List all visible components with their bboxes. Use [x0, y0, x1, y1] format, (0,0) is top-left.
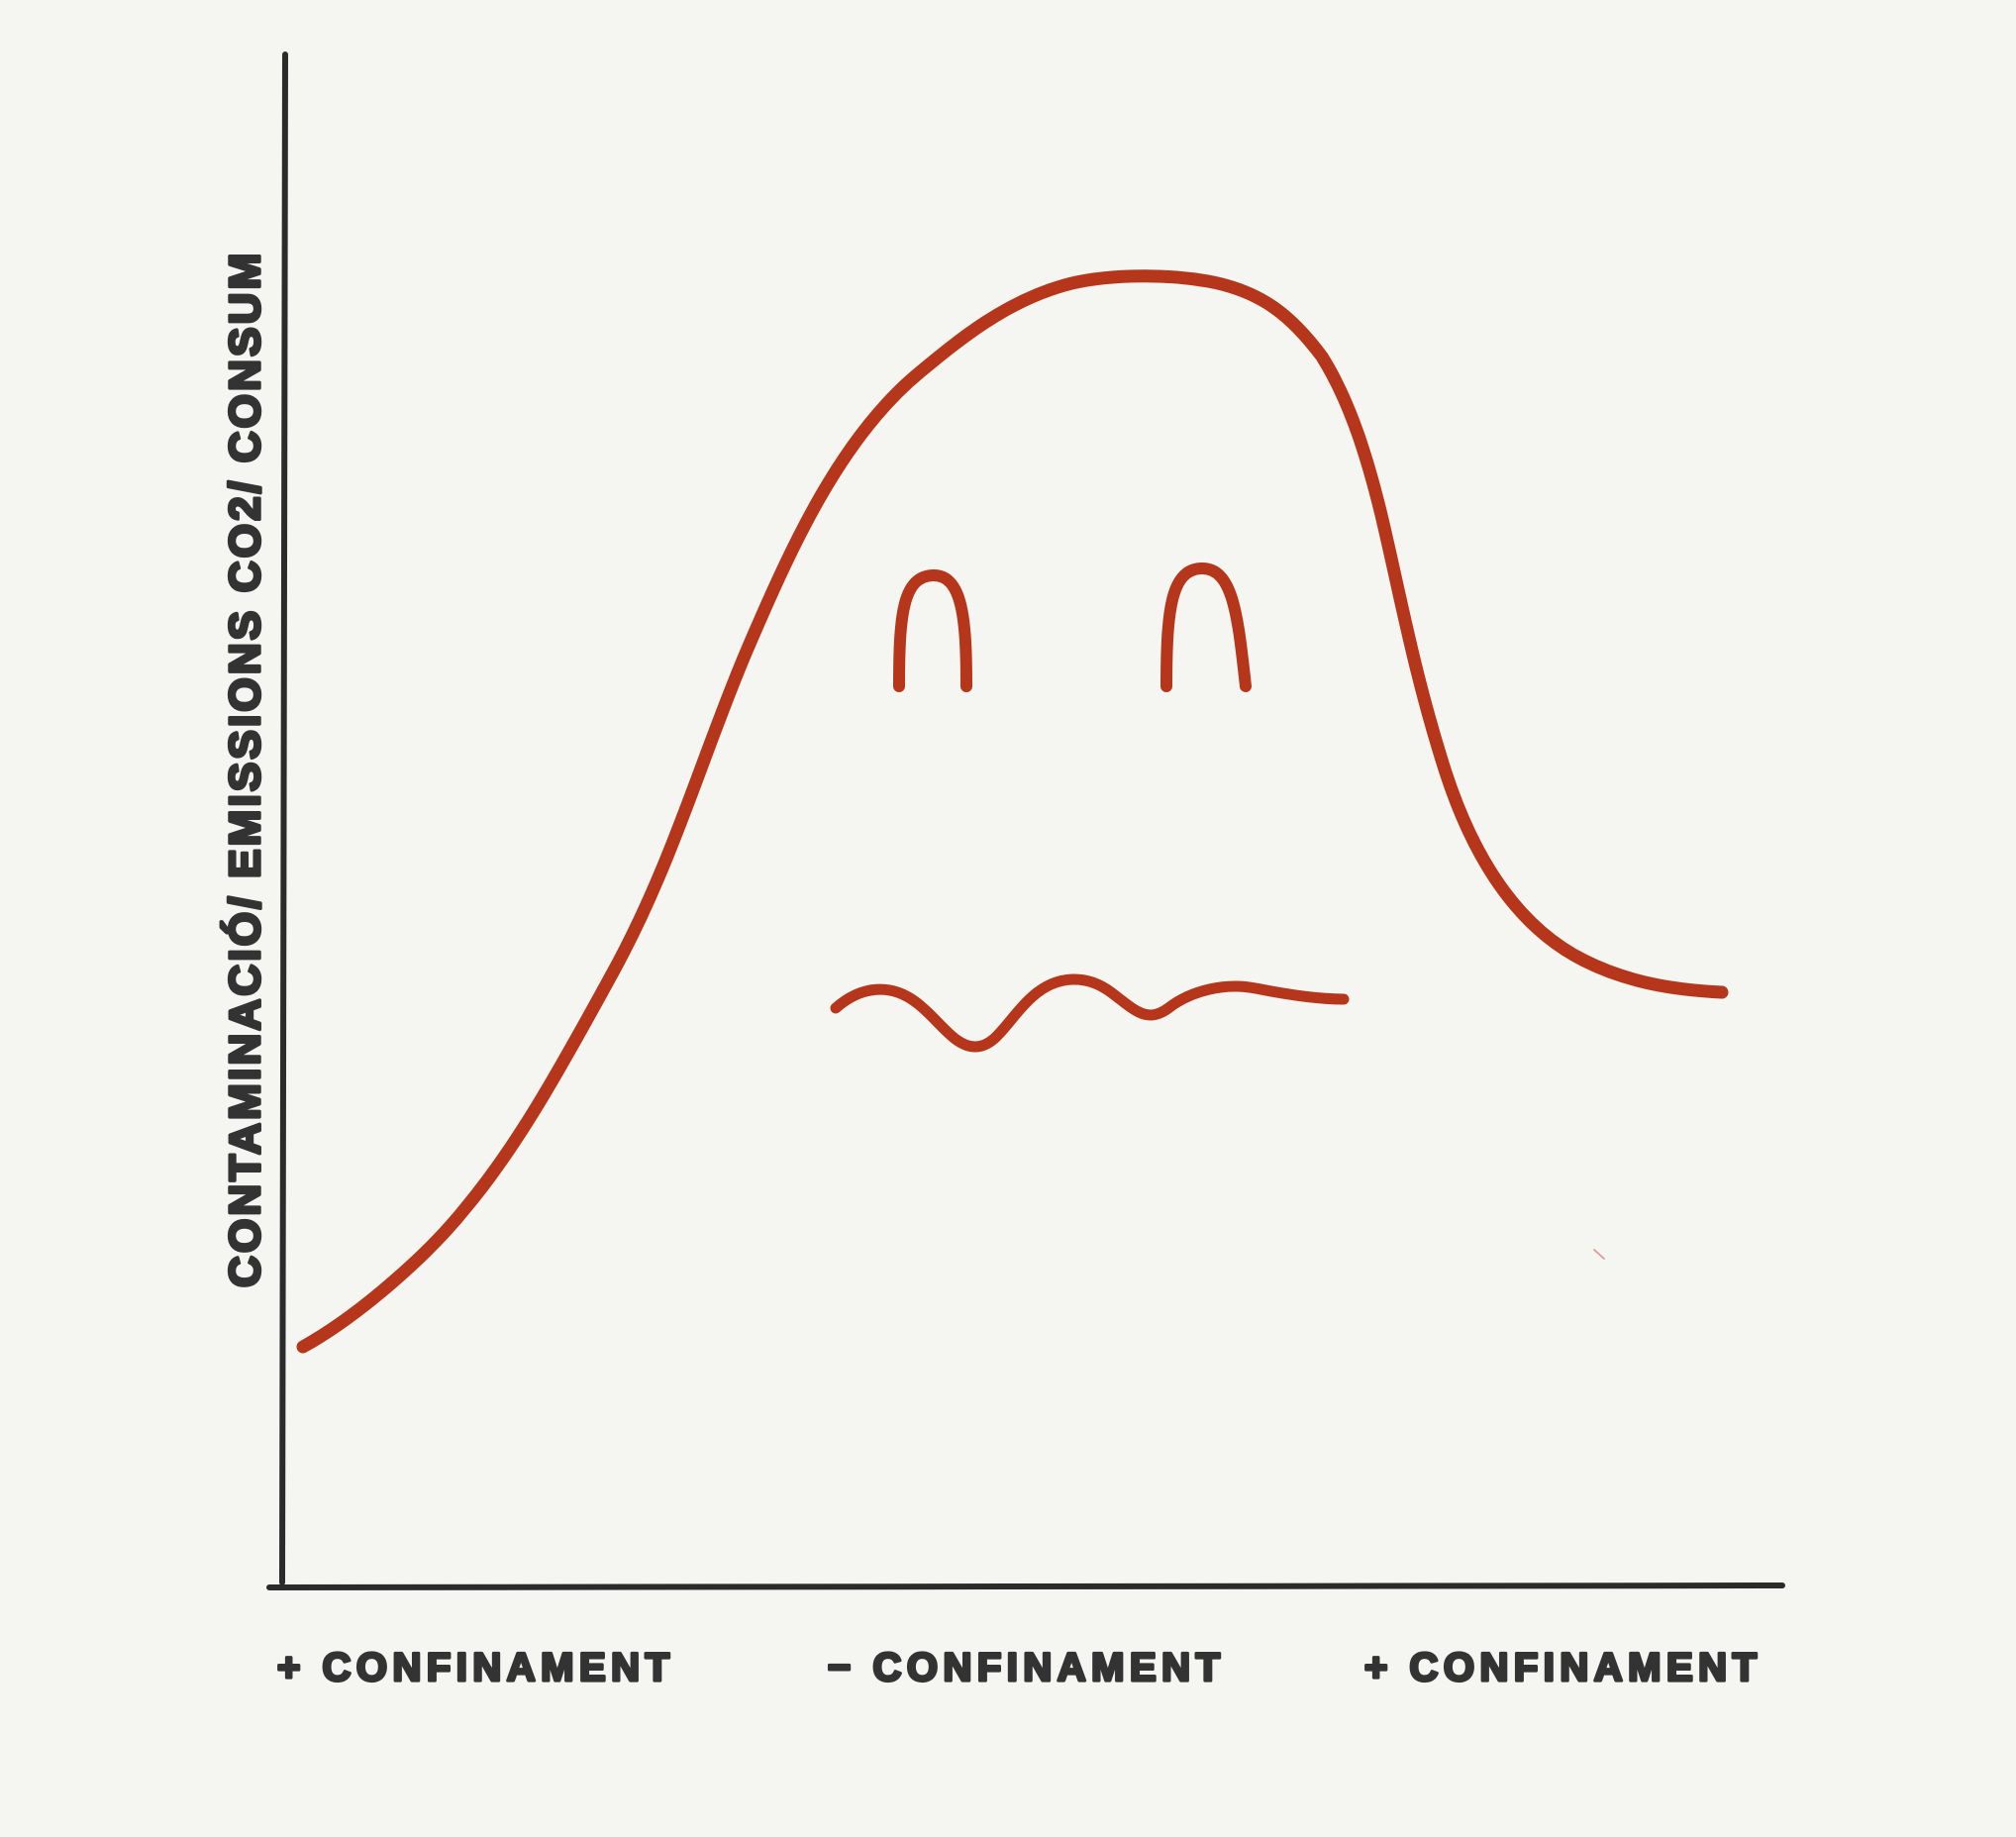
svg-text:− CONFINAMENT: − CONFINAMENT [828, 1646, 1226, 1689]
svg-text:CONTAMINACIÓ/ EMISSIONS CO2/ C: CONTAMINACIÓ/ EMISSIONS CO2/ CONSUM [220, 251, 269, 1287]
svg-text:+ CONFINAMENT: + CONFINAMENT [277, 1646, 675, 1689]
svg-text:+ CONFINAMENT: + CONFINAMENT [1364, 1646, 1763, 1689]
